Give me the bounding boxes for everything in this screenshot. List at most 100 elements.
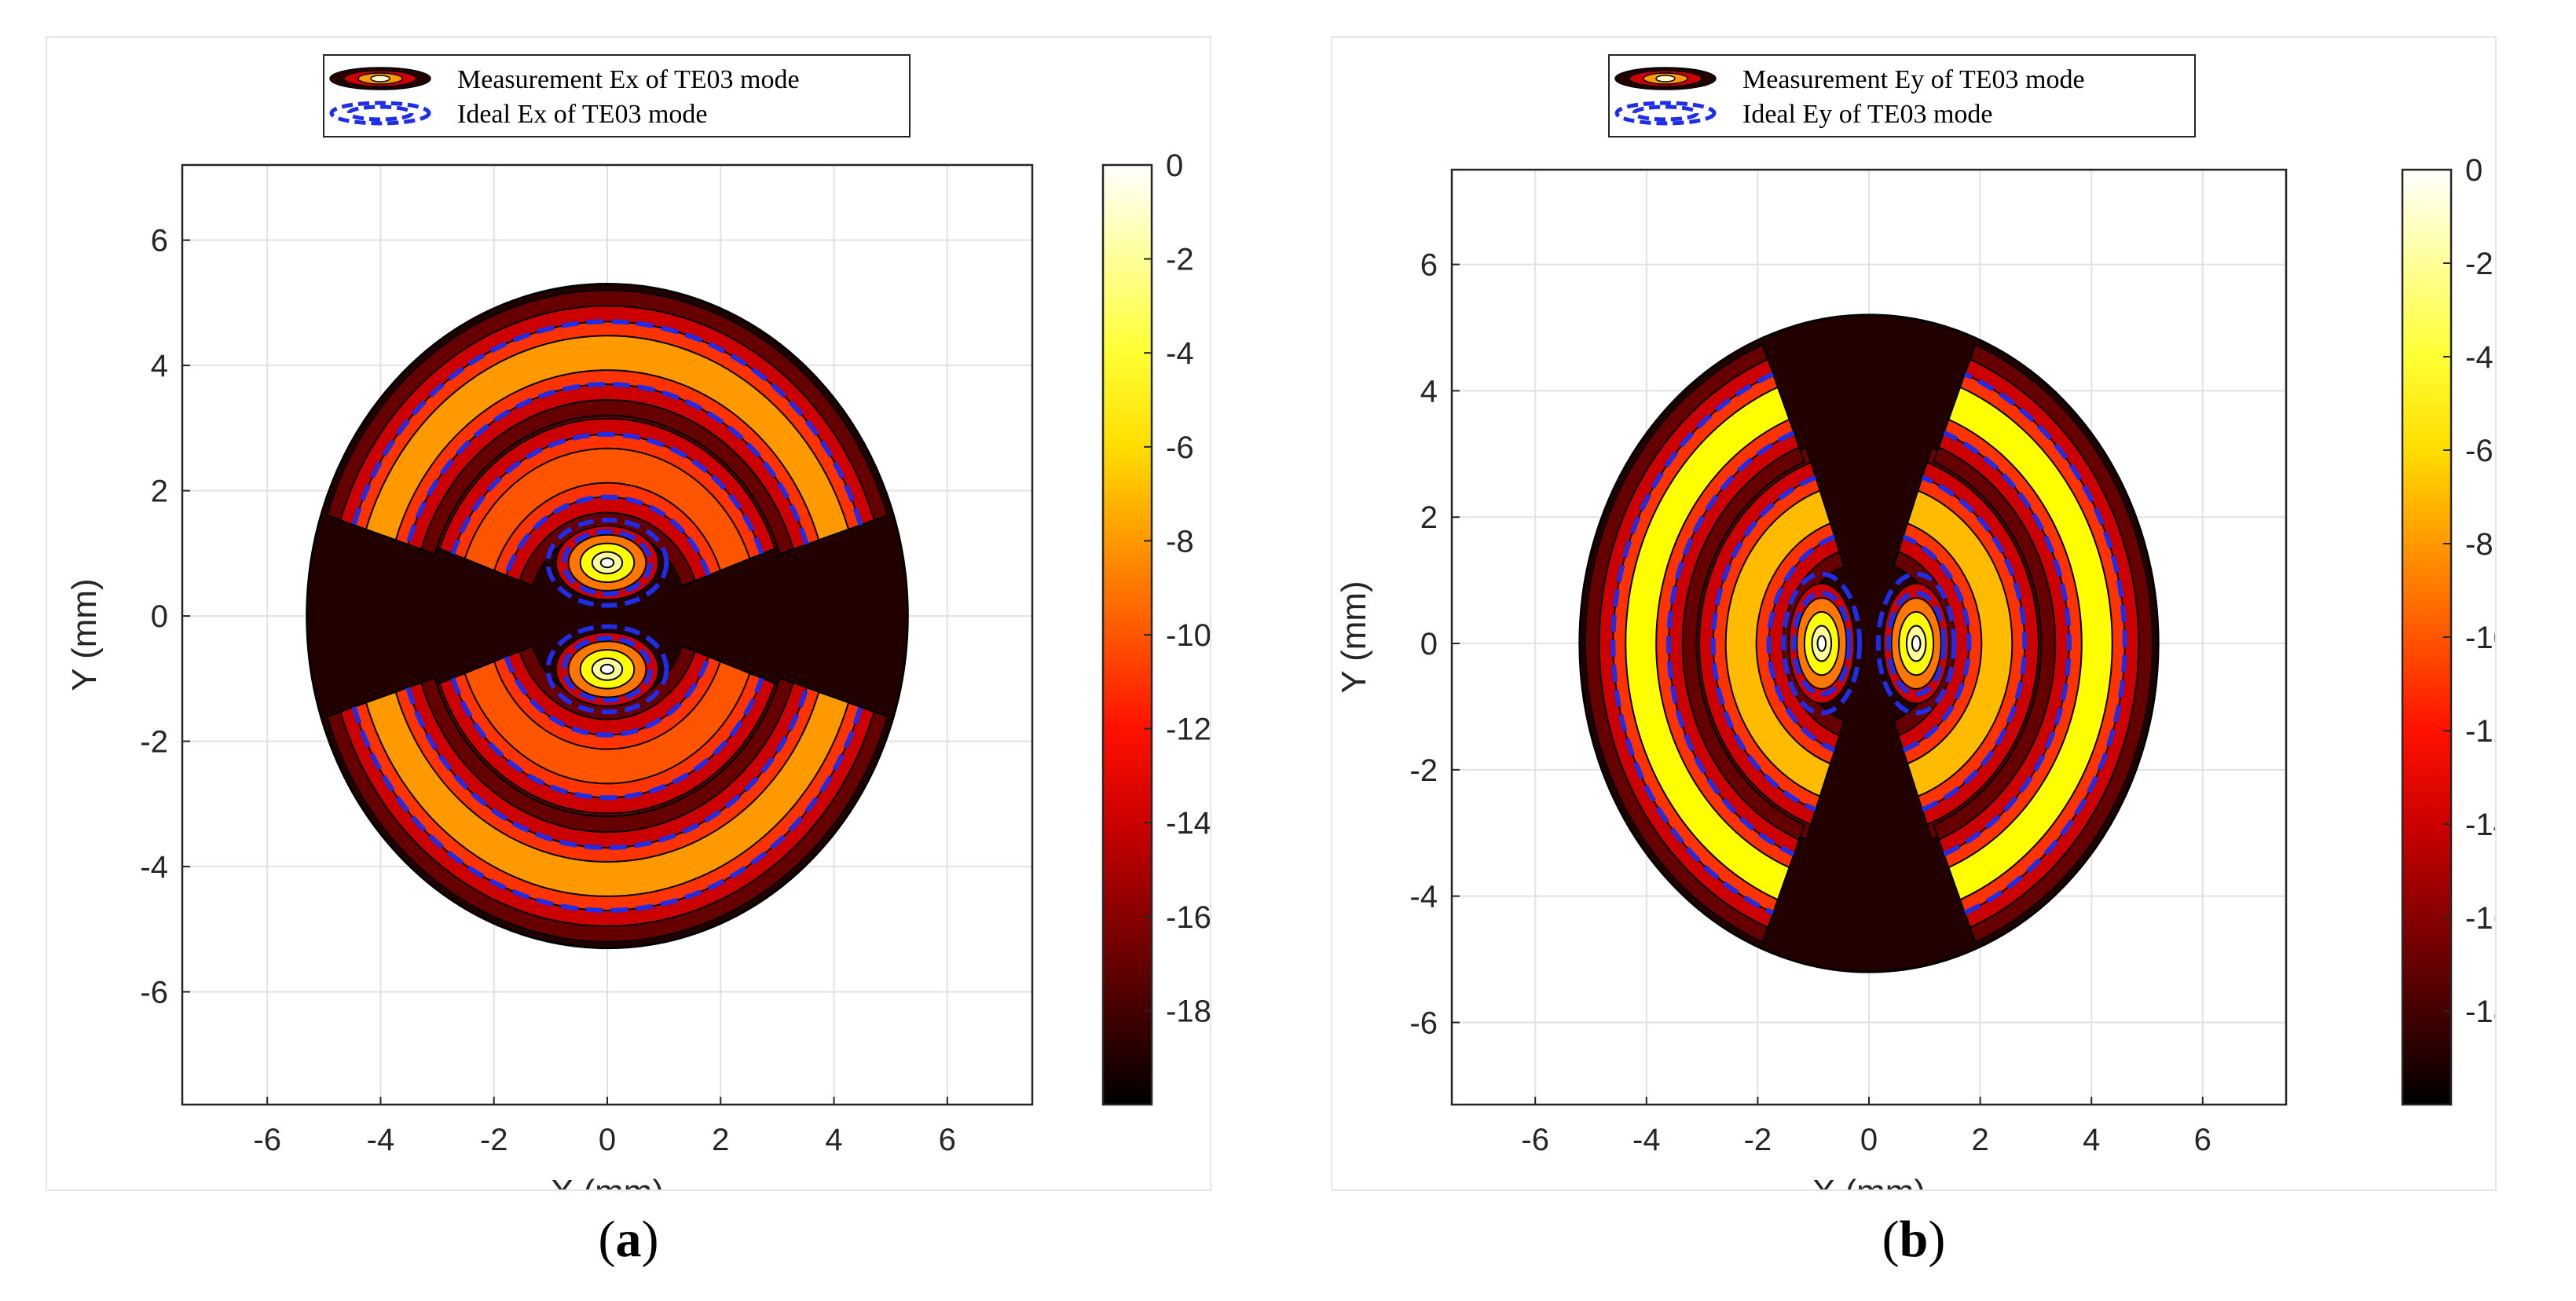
x-tick-label: 6 (939, 1123, 956, 1157)
x-tick-label: -2 (1744, 1123, 1772, 1157)
ideal-contour (545, 517, 669, 608)
colorbar-tick-label: -10 (1166, 618, 1210, 653)
chart-a: -6 -4 -2 0 2 4 6 -6 -4 -2 0 2 4 6 X (mm) Y (mm) 0 -2 -4 -6 -… (65, 54, 1210, 1189)
peak-contour (1816, 635, 1827, 652)
x-tick-label: 4 (2083, 1123, 2100, 1157)
contour-field (306, 282, 909, 950)
y-tick-label: 4 (1420, 374, 1438, 409)
y-tick-label: 2 (151, 475, 168, 509)
x-tick-label: 2 (712, 1123, 729, 1157)
colorbar-tick-label: -6 (2465, 434, 2494, 468)
colorbar-tick-label: 0 (2465, 153, 2483, 188)
colorbar-tick-label: -16 (2465, 901, 2495, 936)
y-tick-label: 4 (151, 349, 168, 383)
ideal-contour (562, 529, 653, 596)
x-axis-label: X (mm) (551, 1173, 664, 1189)
legend-swatch-ideal (346, 104, 414, 122)
ideal-contour (1666, 430, 1795, 857)
y-tick-label: -4 (140, 850, 168, 885)
peak-contour (1911, 635, 1922, 652)
x-tick-label: -6 (1521, 1123, 1549, 1157)
legend-swatch-measurement (370, 75, 390, 82)
x-tick-label: -6 (253, 1123, 281, 1157)
ideal-contour (1781, 571, 1863, 716)
colorbar-tick-label: -4 (2465, 340, 2494, 375)
ideal-contour (1886, 590, 1947, 697)
x-tick-label: -2 (480, 1123, 508, 1157)
x-tick-label: 6 (2194, 1123, 2211, 1157)
y-tick-label: -6 (140, 975, 168, 1010)
ideal-contour (405, 687, 809, 851)
x-axis-label: X (mm) (1812, 1173, 1926, 1189)
caption-a: (a) (598, 1211, 659, 1268)
contour-band (1724, 489, 1831, 797)
contour-band (464, 661, 751, 785)
ideal-contour (1902, 534, 1972, 753)
x-tick-label: 0 (599, 1123, 616, 1157)
x-tick-label: -4 (1632, 1123, 1661, 1157)
contour-band (1625, 386, 1790, 901)
colorbar-tick-label: 0 (1166, 148, 1183, 183)
caption-b: (b) (1882, 1211, 1946, 1268)
legend-swatch-ideal (1632, 104, 1699, 122)
ideal-contour (351, 706, 863, 913)
legend-swatch-ideal (1614, 101, 1717, 126)
ideal-contour (1921, 475, 2028, 812)
ideal-contour (450, 431, 764, 555)
legend-entry-label: Ideal Ey of TE03 mode (1742, 100, 1993, 129)
ideal-contour (450, 677, 764, 801)
colorbar-tick-label: -18 (1166, 994, 1210, 1028)
y-tick-label: -2 (140, 725, 168, 760)
colorbar-tick-label: -8 (2465, 527, 2494, 562)
ideal-contour (504, 655, 711, 738)
y-tick-label: 0 (1420, 627, 1438, 661)
colorbar-tick-label: -6 (1166, 431, 1194, 465)
x-tick-label: 0 (1860, 1123, 1878, 1157)
legend-entry-label: Measurement Ey of TE03 mode (1742, 65, 2085, 94)
ideal-contour (1943, 430, 2072, 857)
y-tick-label: -4 (1409, 880, 1438, 914)
ideal-contour (351, 319, 863, 526)
ideal-contour (545, 624, 669, 715)
colorbar-tick-label: -10 (2465, 621, 2495, 655)
legend-swatch-measurement (1655, 75, 1676, 82)
contour-band (1948, 386, 2113, 901)
contour-band (365, 335, 849, 541)
ideal-contour (1963, 372, 2127, 915)
y-tick-label: -2 (1409, 753, 1438, 788)
colorbar-tick-label: -18 (2465, 995, 2495, 1029)
y-axis-label: Y (mm) (65, 578, 104, 691)
legend-entry-label: Measurement Ex of TE03 mode (457, 65, 800, 94)
contour-band (1907, 489, 2014, 797)
contour-field (1578, 313, 2160, 973)
panel-a: -6 -4 -2 0 2 4 6 -6 -4 -2 0 2 4 6 X (mm) Y (mm) 0 -2 -4 -6 -… (46, 36, 1211, 1191)
peak-contour (599, 557, 615, 569)
ideal-contour (562, 636, 653, 703)
ideal-contour (1875, 571, 1957, 716)
colorbar-tick-label: -14 (1166, 806, 1210, 841)
colorbar-tick-label: -2 (2465, 247, 2494, 281)
colorbar-tick-label: -14 (2465, 808, 2495, 842)
ideal-contour (504, 494, 711, 577)
colorbar (1101, 163, 1153, 1106)
colorbar-tick-label: -12 (2465, 714, 2495, 749)
contour-band (365, 691, 849, 897)
panel-b: -6 -4 -2 0 2 4 6 -6 -4 -2 0 2 4 6 X (mm) Y (mm) 0 -2 -4 -6 -… (1331, 36, 2497, 1191)
ideal-contour (1791, 590, 1852, 697)
colorbar-tick-label: -16 (1166, 900, 1210, 935)
y-tick-label: 6 (151, 224, 168, 258)
colorbar-tick-label: -12 (1166, 713, 1210, 747)
x-tick-label: -4 (367, 1123, 395, 1157)
contour-band (464, 447, 751, 572)
y-tick-label: 0 (151, 599, 168, 634)
peak-contour (599, 663, 615, 675)
ideal-contour (1710, 475, 1817, 812)
legend-box (323, 54, 911, 137)
ideal-contour (405, 382, 809, 545)
y-axis-label: Y (mm) (1335, 581, 1373, 693)
y-tick-label: 6 (1420, 248, 1438, 283)
colorbar (2401, 168, 2453, 1106)
colorbar-tick-label: -2 (1166, 243, 1194, 277)
colorbar-tick-label: -8 (1166, 524, 1194, 559)
legend-swatch-ideal (329, 101, 431, 126)
